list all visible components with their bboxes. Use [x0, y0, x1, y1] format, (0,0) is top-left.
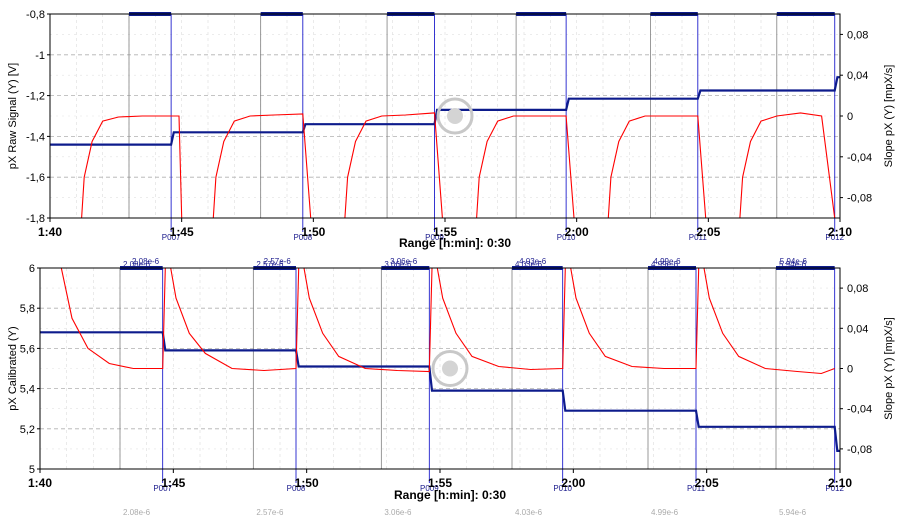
segment-value-label: 2.57e-6	[264, 257, 292, 266]
bottom-ytick-label: 5	[29, 464, 35, 476]
segment-value-label: 2.08e-6	[123, 260, 151, 269]
bottom-xtick-label: 1:40	[28, 476, 52, 490]
top-signal-line	[50, 76, 840, 146]
top-marker-label: P011	[689, 233, 708, 242]
segment-value-label: 4.03e-6	[515, 260, 543, 269]
segment-value-faded: 2.08e-6	[123, 508, 151, 515]
top-xtick-label: 2:05	[696, 225, 720, 239]
segment-value-label: 5.94e-6	[779, 260, 807, 269]
top-xtick-label: 1:45	[170, 225, 194, 239]
segment-value-label: 3.06e-6	[390, 257, 418, 266]
top-marker-label: P012	[825, 233, 844, 242]
bottom-y2tick-label: -0,04	[847, 404, 872, 416]
top-ytick-label: -1,8	[26, 213, 45, 225]
segment-value-faded: 4.99e-6	[651, 508, 679, 515]
bottom-xtick-label: 2:05	[695, 476, 719, 490]
bottom-ytick-label: 6	[29, 263, 35, 275]
top-y2tick-label: 0,08	[847, 29, 868, 41]
bottom-xtick-label: 2:00	[561, 476, 585, 490]
bottom-y2tick-label: 0,08	[847, 283, 868, 295]
segment-value-label: 2.08e-6	[132, 257, 160, 266]
bottom-y2label: Slope pX (Y) [mpX/s]	[883, 317, 895, 420]
segment-value-faded: 3.06e-6	[384, 508, 412, 515]
top-ytick-label: -1,6	[26, 172, 45, 184]
segment-value-faded: 4.03e-6	[515, 508, 543, 515]
top-xtick-label: 1:50	[301, 225, 325, 239]
bottom-marker-label: P009	[420, 484, 439, 493]
bottom-watermark-core	[442, 360, 458, 377]
bottom-signal-line	[40, 331, 840, 452]
bottom-xtick-label: 1:45	[161, 476, 185, 490]
segment-value-faded: 2.57e-6	[256, 508, 284, 515]
top-ytick-label: -0,8	[26, 9, 45, 21]
top-marker-label: P009	[425, 233, 444, 242]
top-marker-label: P007	[162, 233, 181, 242]
top-xtick-label: 1:40	[38, 225, 62, 239]
top-xtick-label: 2:00	[565, 225, 589, 239]
top-ytick-label: -1	[35, 50, 45, 62]
bottom-y2tick-label: 0	[847, 364, 853, 376]
top-watermark-core	[447, 108, 463, 124]
bottom-ytick-label: 5,8	[20, 303, 35, 315]
top-y2tick-label: -0,04	[847, 152, 872, 164]
segment-value-label: 2.57e-6	[256, 260, 284, 269]
top-y2tick-label: -0,08	[847, 193, 872, 205]
bottom-y2tick-label: 0,04	[847, 323, 868, 335]
segment-value-label: 4.99e-6	[651, 260, 679, 269]
top-xtick-label: 1:55	[433, 225, 457, 239]
top-y2label: Slope pX (Y) [mpX/s]	[883, 65, 895, 168]
bottom-marker-label: P010	[553, 484, 572, 493]
top-xtick-label: 2:10	[828, 225, 852, 239]
bottom-marker-label: P011	[687, 484, 706, 493]
bottom-xtick-label: 2:10	[828, 476, 852, 490]
raw-signal-chart[interactable]: 2.08e-6 2.57e-6 3.06e-6 4.03e-6 4.99e-6 5.94e…	[7, 9, 895, 266]
top-range-caption: Range [h:min]: 0:30	[399, 236, 511, 250]
bottom-ylabel: pX Calibrated (Y)	[7, 326, 19, 410]
top-watermark-logo	[436, 97, 474, 135]
bottom-ytick-label: 5,6	[20, 343, 35, 355]
top-ytick-label: -1,4	[26, 131, 45, 143]
bottom-xtick-label: 1:50	[295, 476, 319, 490]
top-ytick-label: -1,2	[26, 91, 45, 103]
bottom-xtick-label: 1:55	[428, 476, 452, 490]
segment-value-label: 4.03e-6	[519, 257, 547, 266]
top-marker-label: P008	[293, 233, 312, 242]
top-y2tick-label: 0	[847, 111, 853, 123]
bottom-ytick-label: 5,4	[20, 384, 35, 396]
top-y2tick-label: 0,04	[847, 70, 868, 82]
bottom-marker-label: P007	[153, 484, 172, 493]
bottom-watermark-logo	[431, 350, 469, 387]
segment-value-label: 4.99e-6	[653, 257, 681, 266]
calibrated-chart[interactable]: 2.08e-62.08e-62.57e-62.57e-63.06e-63.06e…	[7, 260, 895, 515]
bottom-range-caption: Range [h:min]: 0:30	[394, 488, 506, 502]
top-marker-label: P010	[557, 233, 576, 242]
top-ylabel: pX Raw Signal (Y) [V]	[7, 63, 19, 169]
bottom-y2tick-label: -0,08	[847, 444, 872, 456]
bottom-ytick-label: 5,2	[20, 424, 35, 436]
bottom-marker-label: P008	[287, 484, 306, 493]
segment-value-label: 3.06e-6	[384, 260, 412, 269]
segment-value-label: 5.94e-6	[780, 257, 808, 266]
bottom-marker-label: P012	[825, 484, 844, 493]
segment-value-faded: 5.94e-6	[779, 508, 807, 515]
